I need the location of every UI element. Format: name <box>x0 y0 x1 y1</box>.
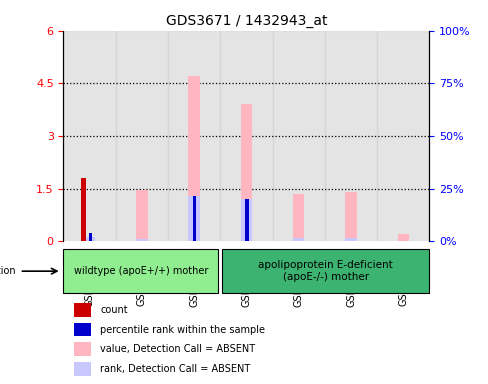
Bar <box>293 194 305 241</box>
Bar <box>377 31 429 241</box>
Bar <box>136 239 148 241</box>
Bar <box>241 199 252 241</box>
Bar <box>116 31 168 241</box>
Bar <box>273 31 325 241</box>
Bar <box>220 31 273 241</box>
Bar <box>346 192 357 241</box>
Text: value, Detection Call = ABSENT: value, Detection Call = ABSENT <box>100 344 255 354</box>
Text: rank, Detection Call = ABSENT: rank, Detection Call = ABSENT <box>100 364 250 374</box>
Bar <box>222 249 429 293</box>
Bar <box>84 237 95 241</box>
Bar <box>168 31 220 241</box>
Bar <box>88 233 92 241</box>
Bar <box>245 199 248 241</box>
Bar <box>75 303 91 317</box>
Bar <box>241 104 252 241</box>
Text: wildtype (apoE+/+) mother: wildtype (apoE+/+) mother <box>74 266 208 276</box>
Text: percentile rank within the sample: percentile rank within the sample <box>100 325 265 335</box>
Bar <box>75 362 91 376</box>
Bar <box>193 195 196 241</box>
Text: apolipoprotein E-deficient
(apoE-/-) mother: apolipoprotein E-deficient (apoE-/-) mot… <box>259 260 393 282</box>
Bar <box>398 234 409 241</box>
Bar <box>75 323 91 336</box>
Bar <box>75 343 91 356</box>
Bar <box>188 195 200 241</box>
Bar <box>346 238 357 241</box>
Bar <box>63 31 116 241</box>
Bar <box>188 76 200 241</box>
Title: GDS3671 / 1432943_at: GDS3671 / 1432943_at <box>166 14 327 28</box>
Text: count: count <box>100 305 128 315</box>
Bar <box>293 238 305 241</box>
Text: genotype/variation: genotype/variation <box>0 266 16 276</box>
Bar <box>136 190 148 241</box>
Bar <box>325 31 377 241</box>
Bar <box>63 249 219 293</box>
Bar <box>81 178 86 241</box>
